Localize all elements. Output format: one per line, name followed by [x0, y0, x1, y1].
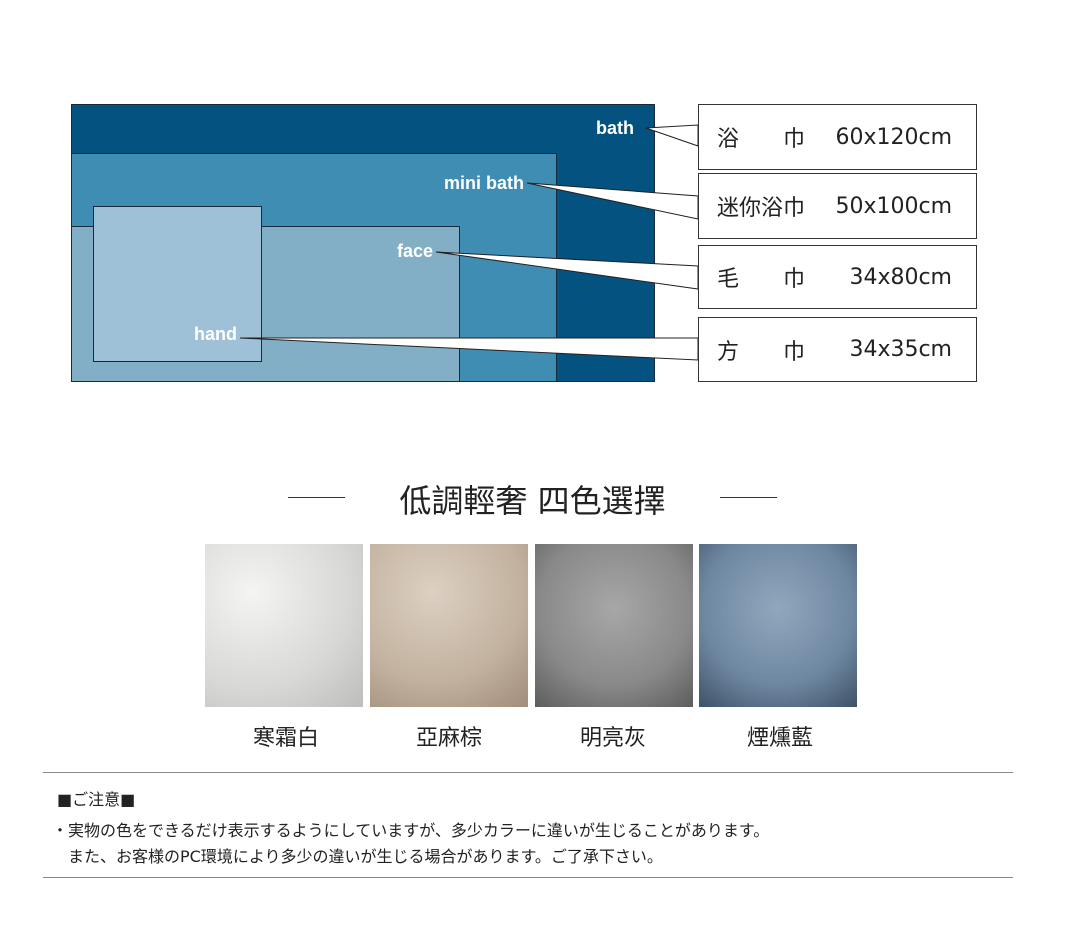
mini-bath-label: mini bath — [444, 173, 524, 193]
colors-heading: 低調輕奢 四色選擇 — [399, 482, 666, 520]
size-name: 迷你浴巾 — [717, 196, 806, 221]
callout-lines — [239, 124, 699, 361]
heading-divider-right — [720, 497, 777, 498]
notice-line-1: ・実物の色をできるだけ表示するようにしていますが、多少カラーに違いが生じることが… — [52, 821, 770, 840]
notice-title: ■ご注意■ — [57, 790, 136, 809]
callout-hand — [239, 337, 699, 361]
size-name: 浴 巾 — [717, 127, 806, 152]
swatch-label: 寒霜白 — [252, 726, 319, 751]
notice-bottom-divider — [43, 877, 1013, 878]
callout-bath — [645, 124, 699, 147]
callout-face — [435, 251, 699, 290]
swatch-label: 煙燻藍 — [746, 726, 813, 751]
swatch-label: 亞麻棕 — [415, 726, 482, 751]
heading-divider-left — [288, 497, 345, 498]
swatch-white — [205, 544, 363, 707]
size-box-face: 毛 巾 34x80cm — [698, 245, 977, 309]
size-box-bath: 浴 巾 60x120cm — [698, 104, 977, 170]
swatch-beige — [370, 544, 528, 707]
size-name: 方 巾 — [717, 339, 806, 365]
size-box-hand: 方 巾 34x35cm — [698, 317, 977, 382]
callout-mini-bath — [526, 182, 699, 220]
size-name: 毛 巾 — [717, 267, 806, 292]
size-dimensions: 34x35cm — [849, 337, 952, 362]
size-box-mini-bath: 迷你浴巾 50x100cm — [698, 173, 977, 239]
size-dimensions: 50x100cm — [835, 193, 952, 219]
size-dimensions: 34x80cm — [849, 264, 952, 290]
hand-towel-rect — [93, 206, 262, 362]
swatch-blue — [699, 544, 857, 707]
notice-top-divider — [43, 772, 1013, 773]
hand-label: hand — [194, 324, 237, 344]
face-label: face — [396, 241, 433, 261]
bath-label: bath — [596, 118, 634, 138]
notice-line-2: また、お客様のPC環境により多少の違いが生じる場合があります。ご了承下さい。 — [52, 847, 663, 866]
swatch-gray — [535, 544, 693, 707]
size-dimensions: 60x120cm — [835, 124, 952, 150]
swatch-label: 明亮灰 — [579, 726, 646, 751]
